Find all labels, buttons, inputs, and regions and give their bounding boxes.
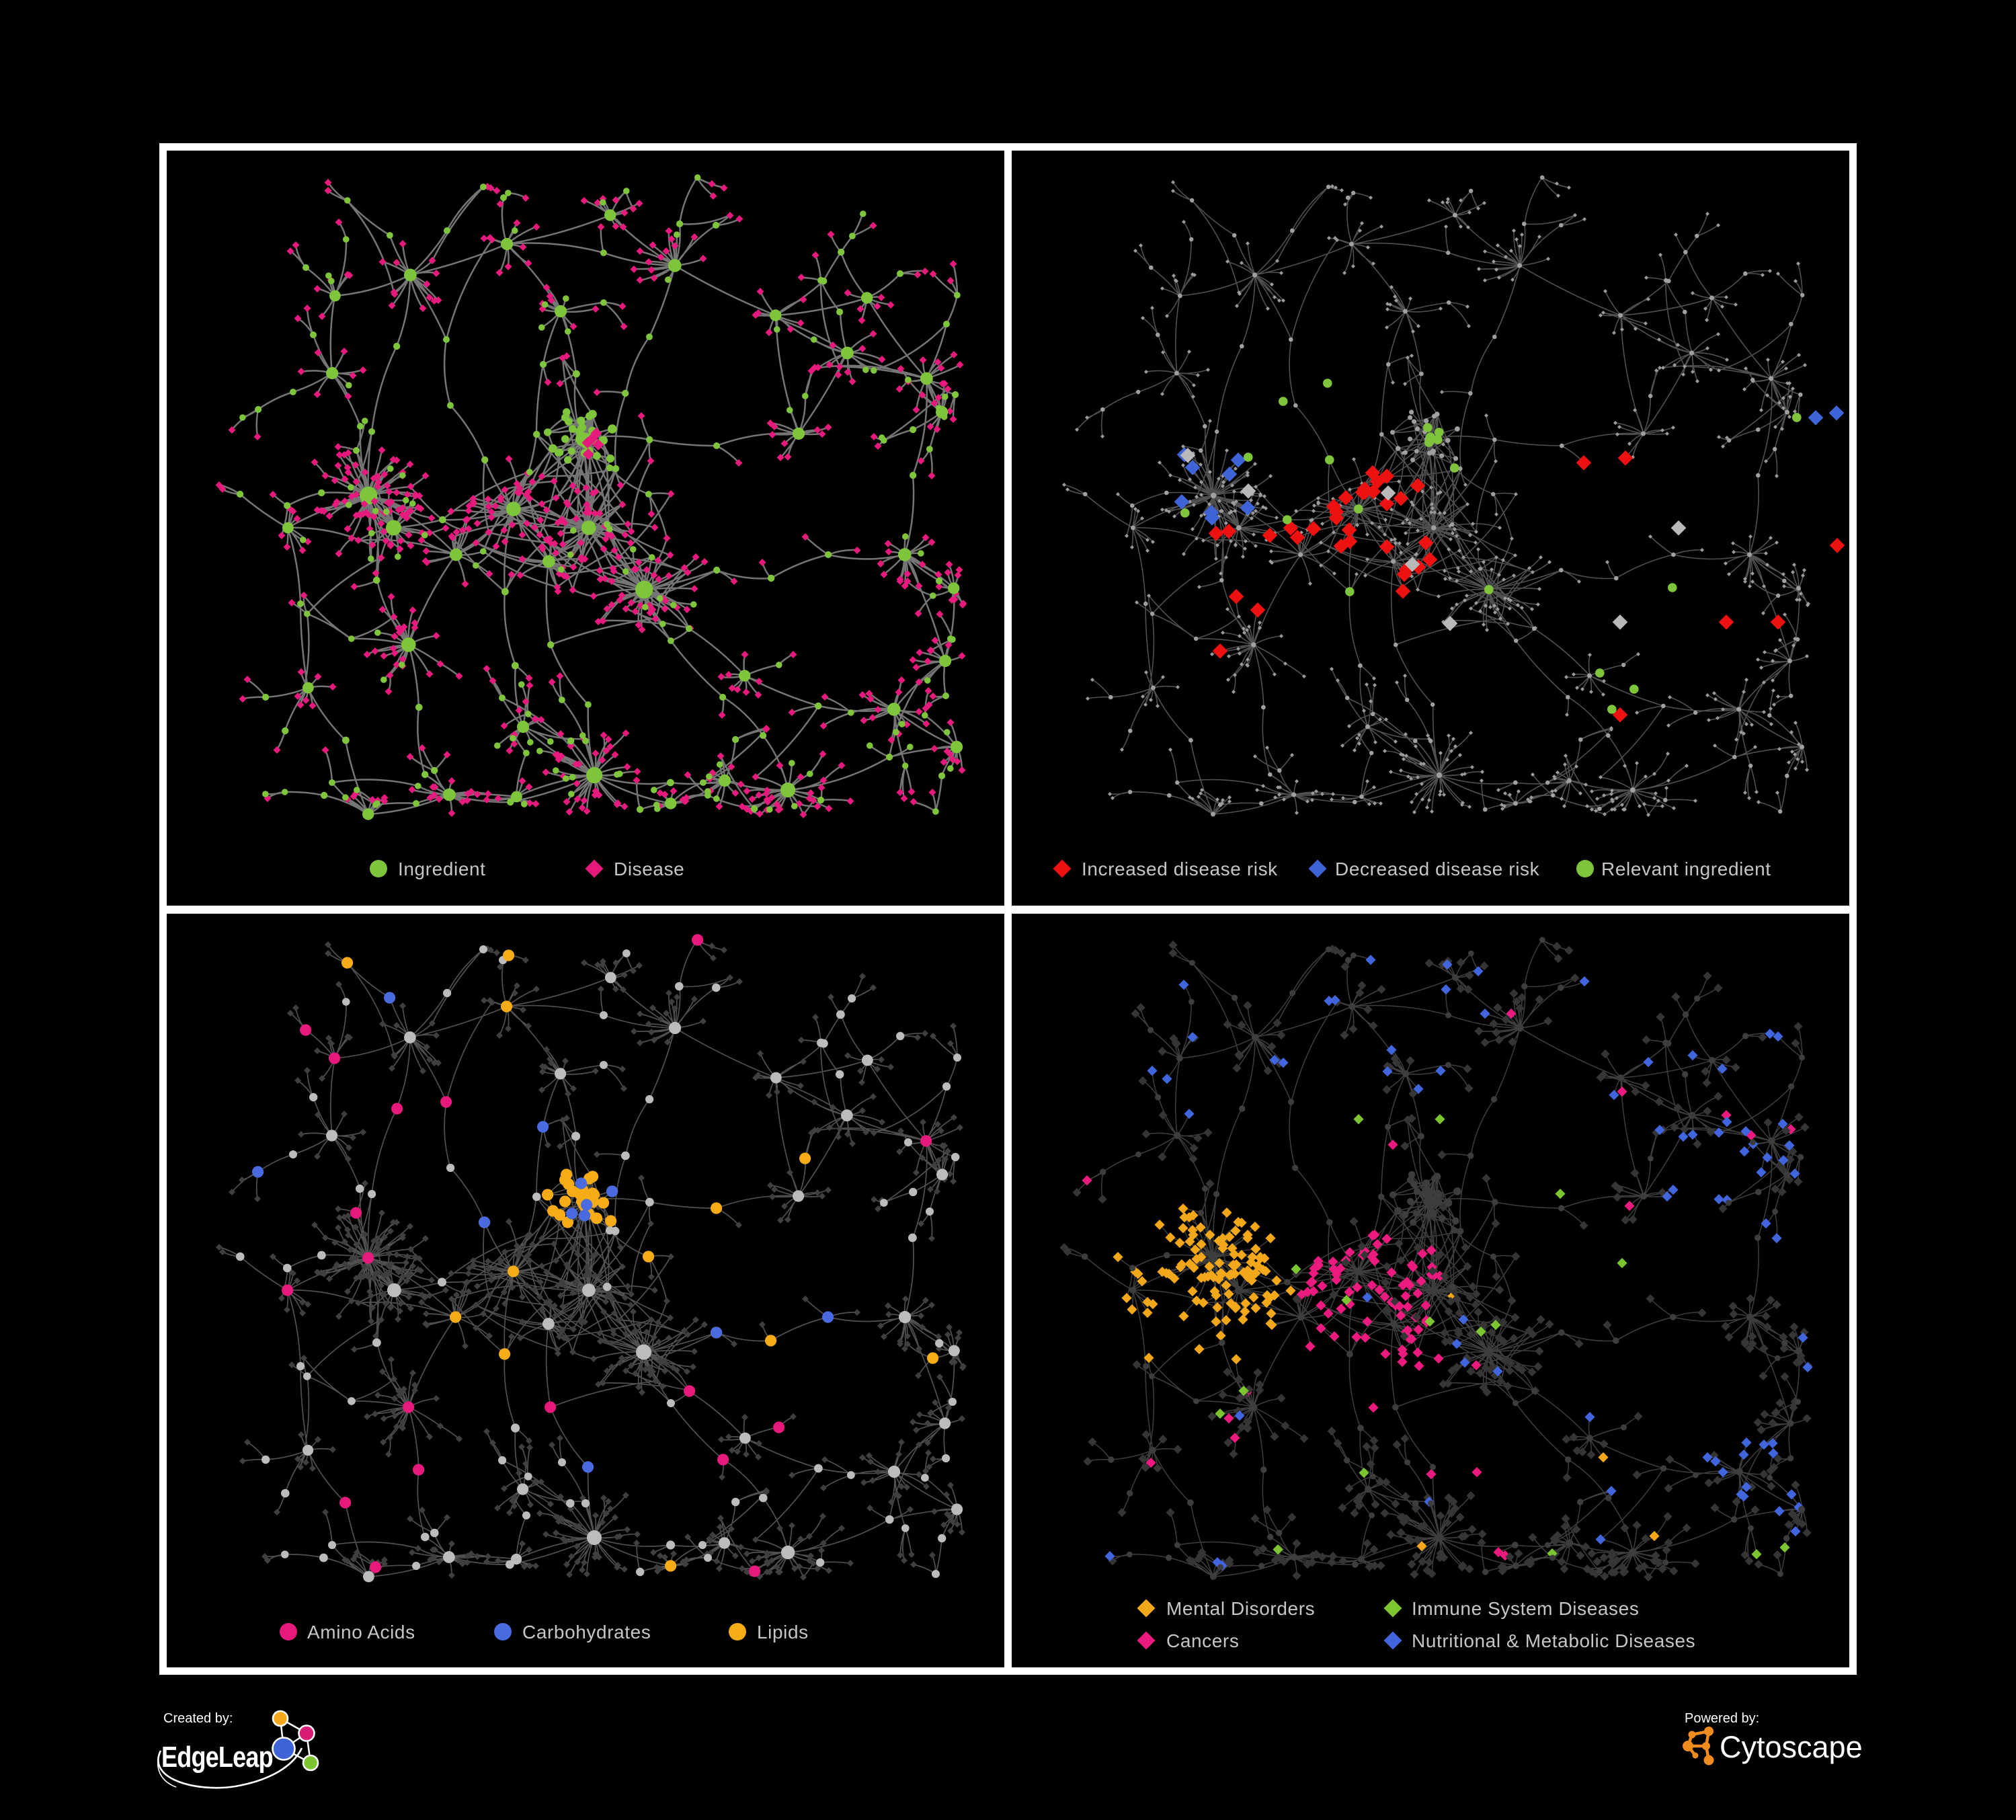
svg-text:Amino Acids: Amino Acids <box>307 1622 415 1643</box>
svg-text:Disease: Disease <box>614 859 684 879</box>
svg-text:Ingredient: Ingredient <box>398 859 486 879</box>
svg-text:Decreased disease risk: Decreased disease risk <box>1335 859 1540 879</box>
svg-text:Cancers: Cancers <box>1166 1630 1239 1651</box>
svg-text:Lipids: Lipids <box>757 1622 809 1643</box>
svg-text:Increased disease risk: Increased disease risk <box>1082 859 1278 879</box>
svg-text:Nutritional & Metabolic Diseas: Nutritional & Metabolic Diseases <box>1412 1630 1695 1651</box>
svg-text:Created by:: Created by: <box>163 1711 233 1726</box>
svg-text:Powered by:: Powered by: <box>1685 1711 1759 1726</box>
svg-text:Immune System Diseases: Immune System Diseases <box>1412 1598 1639 1619</box>
svg-text:Mental Disorders: Mental Disorders <box>1166 1598 1315 1619</box>
svg-text:Cytoscape: Cytoscape <box>1720 1730 1863 1764</box>
svg-text:Carbohydrates: Carbohydrates <box>522 1622 651 1643</box>
svg-text:EdgeLeap: EdgeLeap <box>161 1741 273 1774</box>
svg-text:Relevant ingredient: Relevant ingredient <box>1601 859 1771 879</box>
